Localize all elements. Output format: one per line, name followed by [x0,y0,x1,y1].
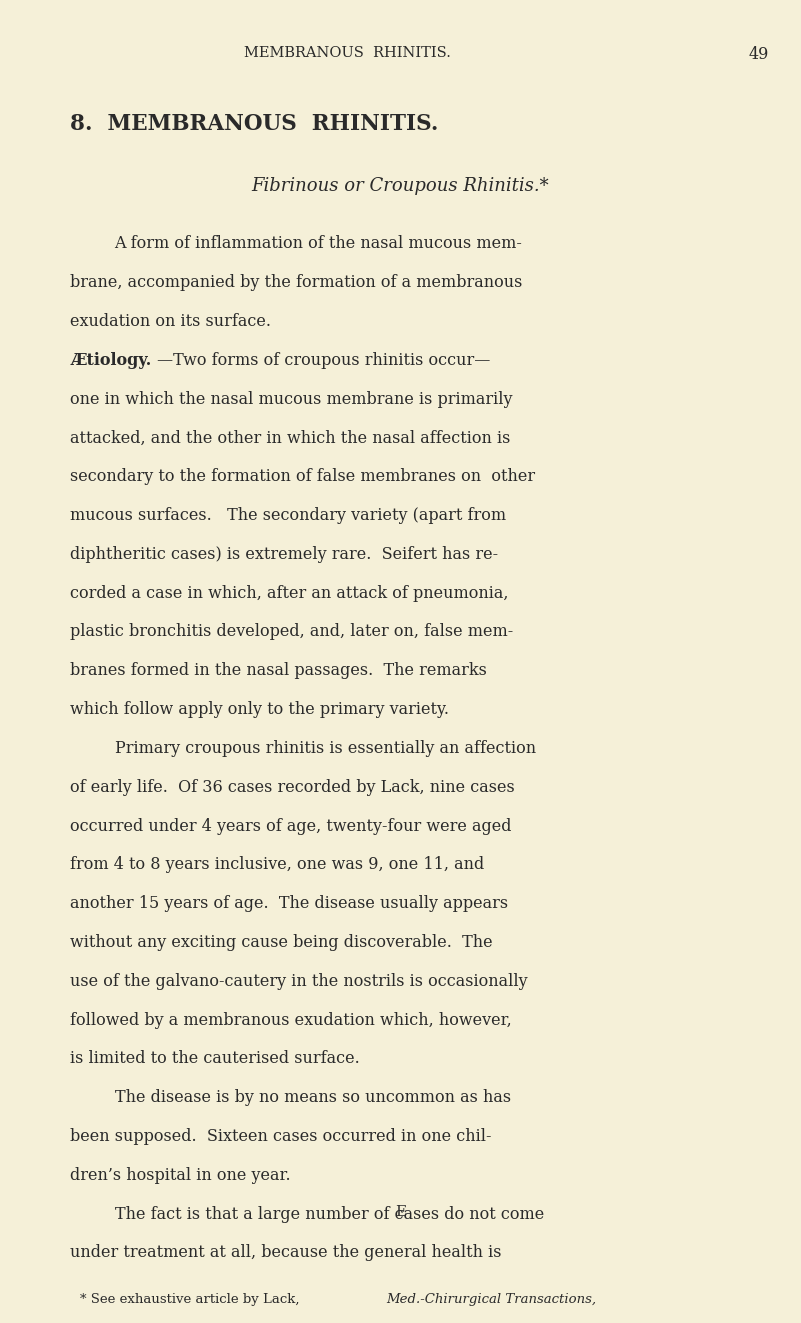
Text: under treatment at all, because the general health is: under treatment at all, because the gene… [70,1245,502,1261]
Text: is limited to the cauterised surface.: is limited to the cauterised surface. [70,1050,360,1068]
Text: 8.  MEMBRANOUS  RHINITIS.: 8. MEMBRANOUS RHINITIS. [70,112,439,135]
Text: A form of inflammation of the nasal mucous mem-: A form of inflammation of the nasal muco… [115,235,522,253]
Text: —Two forms of croupous rhinitis occur—: —Two forms of croupous rhinitis occur— [157,352,490,369]
Text: brane, accompanied by the formation of a membranous: brane, accompanied by the formation of a… [70,274,523,291]
Text: Primary croupous rhinitis is essentially an affection: Primary croupous rhinitis is essentially… [115,740,536,757]
Text: 49: 49 [749,46,769,64]
Text: dren’s hospital in one year.: dren’s hospital in one year. [70,1167,291,1184]
Text: E: E [395,1205,406,1220]
Text: mucous surfaces.   The secondary variety (apart from: mucous surfaces. The secondary variety (… [70,507,506,524]
Text: The disease is by no means so uncommon as has: The disease is by no means so uncommon a… [115,1089,511,1106]
Text: another 15 years of age.  The disease usually appears: another 15 years of age. The disease usu… [70,896,509,912]
Text: been supposed.  Sixteen cases occurred in one chil-: been supposed. Sixteen cases occurred in… [70,1129,492,1144]
Text: one in which the nasal mucous membrane is primarily: one in which the nasal mucous membrane i… [70,390,513,407]
Text: from 4 to 8 years inclusive, one was 9, one 11, and: from 4 to 8 years inclusive, one was 9, … [70,856,485,873]
Text: The fact is that a large number of cases do not come: The fact is that a large number of cases… [115,1205,544,1222]
Text: of early life.  Of 36 cases recorded by Lack, nine cases: of early life. Of 36 cases recorded by L… [70,779,515,795]
Text: Ætiology.: Ætiology. [70,352,151,369]
Text: corded a case in which, after an attack of pneumonia,: corded a case in which, after an attack … [70,585,509,602]
Text: diphtheritic cases) is extremely rare.  Seifert has re-: diphtheritic cases) is extremely rare. S… [70,546,498,562]
Text: followed by a membranous exudation which, however,: followed by a membranous exudation which… [70,1012,512,1028]
Text: without any exciting cause being discoverable.  The: without any exciting cause being discove… [70,934,493,951]
Text: which follow apply only to the primary variety.: which follow apply only to the primary v… [70,701,449,718]
Text: * See exhaustive article by Lack,: * See exhaustive article by Lack, [80,1294,304,1306]
Text: Med.-Chirurgical Transactions,: Med.-Chirurgical Transactions, [386,1294,596,1306]
Text: occurred under 4 years of age, twenty-four were aged: occurred under 4 years of age, twenty-fo… [70,818,512,835]
Text: attacked, and the other in which the nasal affection is: attacked, and the other in which the nas… [70,430,511,446]
Text: Fibrinous or Croupous Rhinitis.*: Fibrinous or Croupous Rhinitis.* [252,176,549,194]
Text: use of the galvano-cautery in the nostrils is occasionally: use of the galvano-cautery in the nostri… [70,972,528,990]
Text: branes formed in the nasal passages.  The remarks: branes formed in the nasal passages. The… [70,663,487,679]
Text: secondary to the formation of false membranes on  other: secondary to the formation of false memb… [70,468,536,486]
Text: exudation on its surface.: exudation on its surface. [70,314,272,329]
Text: plastic bronchitis developed, and, later on, false mem-: plastic bronchitis developed, and, later… [70,623,513,640]
Text: MEMBRANOUS  RHINITIS.: MEMBRANOUS RHINITIS. [244,46,451,61]
